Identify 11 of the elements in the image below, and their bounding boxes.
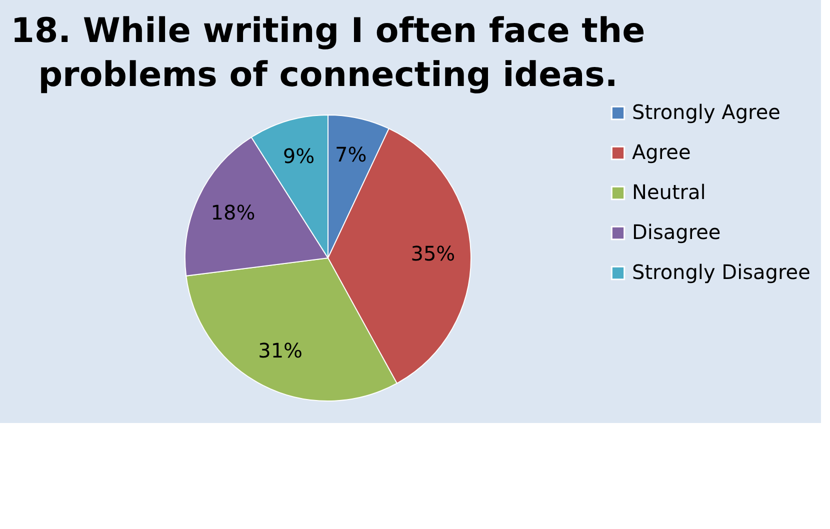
data-label: 35% [410, 242, 456, 266]
data-label: 31% [258, 338, 303, 363]
chart-title: 18. While writing I often face the problems of connecting ideas. [10, 11, 646, 95]
legend-label: Strongly Agree [632, 100, 780, 124]
legend-label: Agree [632, 140, 691, 164]
data-label: 9% [282, 144, 315, 168]
data-label: 7% [335, 142, 367, 167]
legend-label: Disagree [632, 220, 721, 244]
data-label: 18% [210, 200, 256, 224]
legend-label: Neutral [632, 180, 706, 204]
legend-label: Strongly Disagree [632, 260, 810, 284]
